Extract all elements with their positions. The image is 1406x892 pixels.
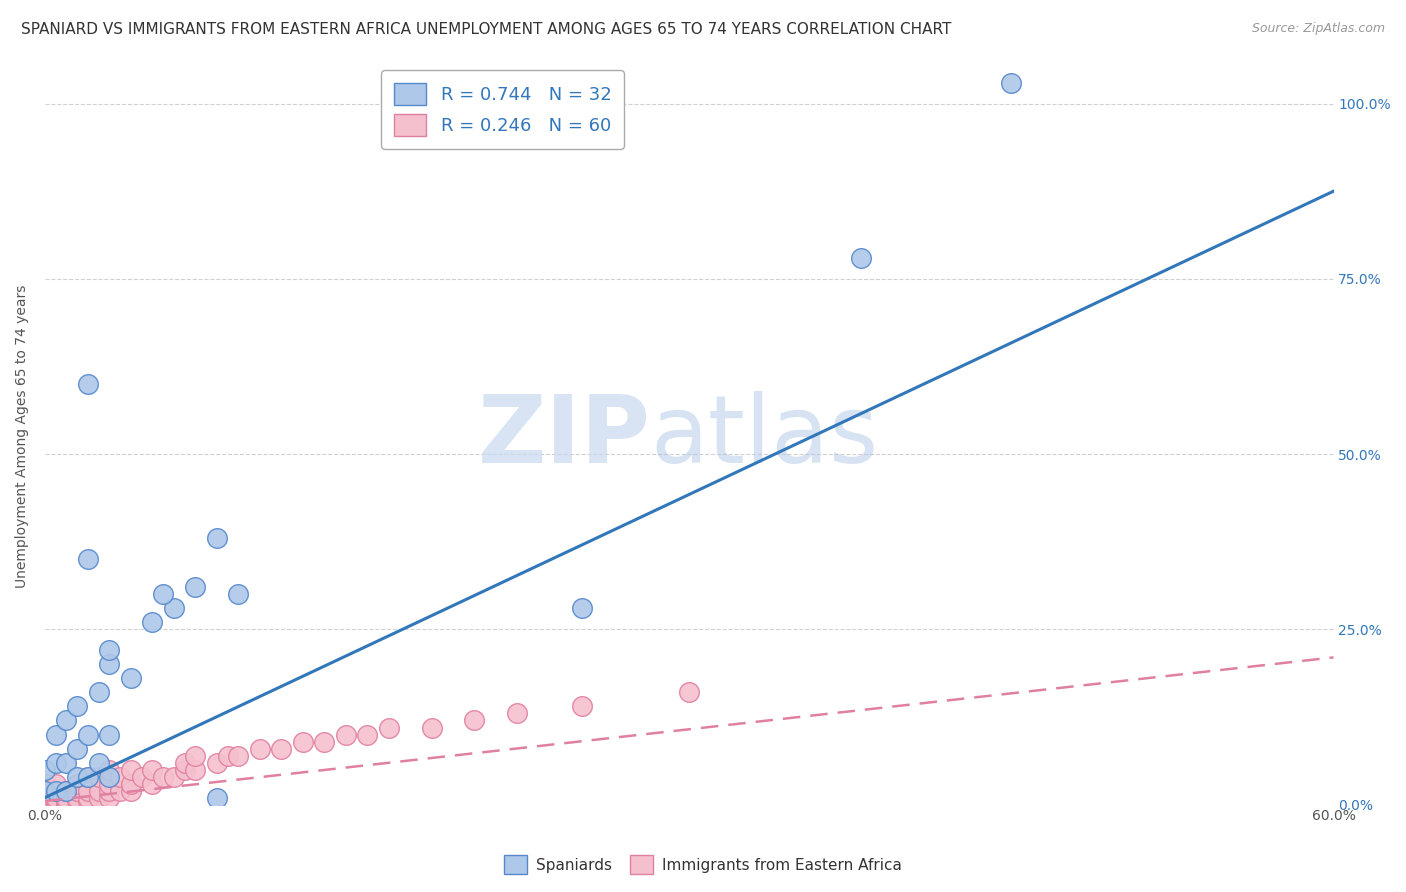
- Point: [184, 763, 207, 777]
- Point: [66, 741, 89, 756]
- Point: [141, 776, 163, 790]
- Point: [131, 770, 153, 784]
- Point: [66, 790, 89, 805]
- Point: [120, 763, 142, 777]
- Point: [55, 714, 77, 728]
- Point: [205, 790, 228, 805]
- Point: [34, 783, 56, 797]
- Point: [45, 797, 67, 812]
- Point: [77, 770, 100, 784]
- Point: [98, 770, 121, 784]
- Point: [217, 748, 239, 763]
- Point: [184, 580, 207, 594]
- Point: [205, 756, 228, 770]
- Point: [45, 794, 67, 808]
- Point: [77, 727, 100, 741]
- Point: [87, 770, 110, 784]
- Point: [571, 699, 593, 714]
- Text: ZIP: ZIP: [478, 391, 651, 483]
- Text: Source: ZipAtlas.com: Source: ZipAtlas.com: [1251, 22, 1385, 36]
- Point: [226, 748, 249, 763]
- Point: [87, 783, 110, 797]
- Point: [291, 734, 314, 748]
- Point: [66, 699, 89, 714]
- Point: [77, 790, 100, 805]
- Point: [678, 685, 700, 699]
- Point: [120, 672, 142, 686]
- Point: [184, 748, 207, 763]
- Point: [66, 776, 89, 790]
- Point: [98, 643, 121, 657]
- Point: [141, 615, 163, 630]
- Text: atlas: atlas: [651, 391, 879, 483]
- Point: [108, 770, 131, 784]
- Point: [173, 756, 195, 770]
- Point: [87, 756, 110, 770]
- Point: [163, 601, 186, 615]
- Point: [335, 727, 357, 741]
- Point: [226, 587, 249, 601]
- Point: [34, 797, 56, 812]
- Point: [314, 734, 336, 748]
- Point: [571, 601, 593, 615]
- Point: [66, 770, 89, 784]
- Point: [34, 763, 56, 777]
- Y-axis label: Unemployment Among Ages 65 to 74 years: Unemployment Among Ages 65 to 74 years: [15, 285, 30, 588]
- Point: [463, 714, 485, 728]
- Point: [55, 797, 77, 812]
- Point: [45, 756, 67, 770]
- Point: [377, 721, 399, 735]
- Point: [34, 780, 56, 794]
- Point: [55, 790, 77, 805]
- Point: [34, 787, 56, 801]
- Point: [356, 727, 378, 741]
- Point: [98, 783, 121, 797]
- Point: [98, 763, 121, 777]
- Point: [34, 794, 56, 808]
- Point: [77, 376, 100, 391]
- Point: [98, 727, 121, 741]
- Point: [163, 770, 186, 784]
- Point: [1000, 76, 1022, 90]
- Point: [45, 783, 67, 797]
- Point: [77, 794, 100, 808]
- Point: [173, 763, 195, 777]
- Point: [152, 770, 174, 784]
- Point: [45, 776, 67, 790]
- Point: [420, 721, 443, 735]
- Point: [45, 727, 67, 741]
- Text: SPANIARD VS IMMIGRANTS FROM EASTERN AFRICA UNEMPLOYMENT AMONG AGES 65 TO 74 YEAR: SPANIARD VS IMMIGRANTS FROM EASTERN AFRI…: [21, 22, 952, 37]
- Point: [849, 251, 872, 265]
- Point: [34, 790, 56, 805]
- Point: [45, 790, 67, 805]
- Point: [98, 790, 121, 805]
- Point: [66, 783, 89, 797]
- Point: [205, 531, 228, 545]
- Point: [66, 794, 89, 808]
- Point: [87, 790, 110, 805]
- Point: [98, 657, 121, 672]
- Point: [152, 587, 174, 601]
- Legend: Spaniards, Immigrants from Eastern Africa: Spaniards, Immigrants from Eastern Afric…: [498, 849, 908, 880]
- Point: [55, 783, 77, 797]
- Point: [55, 756, 77, 770]
- Point: [108, 783, 131, 797]
- Point: [77, 770, 100, 784]
- Point: [77, 552, 100, 566]
- Point: [87, 685, 110, 699]
- Point: [141, 763, 163, 777]
- Point: [249, 741, 271, 756]
- Point: [34, 776, 56, 790]
- Point: [120, 776, 142, 790]
- Point: [270, 741, 292, 756]
- Point: [120, 783, 142, 797]
- Point: [506, 706, 529, 721]
- Point: [45, 783, 67, 797]
- Point: [98, 776, 121, 790]
- Legend: R = 0.744   N = 32, R = 0.246   N = 60: R = 0.744 N = 32, R = 0.246 N = 60: [381, 70, 624, 149]
- Point: [55, 794, 77, 808]
- Point: [77, 783, 100, 797]
- Point: [34, 783, 56, 797]
- Point: [55, 783, 77, 797]
